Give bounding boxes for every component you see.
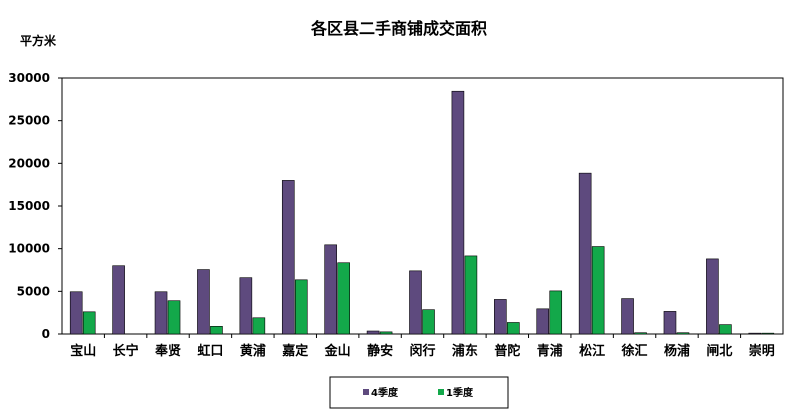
- bar-徐汇-1季度: [634, 332, 647, 335]
- bar-虹口-1季度: [210, 326, 223, 335]
- bar-闵行-4季度: [409, 270, 422, 335]
- bar-徐汇-4季度: [621, 298, 634, 335]
- bar-闸北-1季度: [719, 324, 732, 335]
- y-tick-label: 0: [42, 327, 50, 341]
- bar-金山-4季度: [324, 244, 337, 335]
- bar-宝山-4季度: [69, 291, 83, 335]
- y-tick-label: 5000: [17, 284, 50, 298]
- legend: 4季度 1季度: [363, 386, 474, 399]
- bar-黄浦-1季度: [252, 317, 266, 335]
- chart-title: 各区县二手商铺成交面积: [310, 19, 487, 38]
- x-tick-label: 徐汇: [621, 343, 648, 359]
- bar-崇明-4季度: [748, 332, 762, 335]
- bar-嘉定-4季度: [281, 180, 295, 335]
- bar-崇明-1季度: [761, 332, 775, 335]
- x-tick-label: 奉贤: [154, 343, 181, 359]
- x-tick-label: 闸北: [706, 343, 732, 359]
- bar-浦东-4季度: [451, 90, 465, 335]
- x-tick-label: 长宁: [113, 343, 139, 359]
- x-tick-label: 金山: [324, 343, 351, 359]
- bar-虹口-4季度: [197, 269, 210, 335]
- x-tick-label: 虹口: [197, 343, 223, 359]
- bar-嘉定-1季度: [294, 279, 308, 335]
- bar-静安-1季度: [379, 331, 393, 335]
- bar-奉贤-1季度: [167, 300, 181, 335]
- x-tick-label: 普陀: [494, 343, 520, 359]
- bar-闵行-1季度: [422, 309, 435, 335]
- bar-松江-1季度: [591, 246, 605, 335]
- bar-杨浦-4季度: [663, 311, 677, 335]
- bars-group: [69, 90, 775, 335]
- x-tick-label: 浦东: [452, 343, 478, 359]
- x-tick-label: 黄浦: [240, 343, 266, 359]
- bar-浦东-1季度: [464, 255, 478, 335]
- x-tick-label: 闵行: [409, 343, 435, 359]
- bar-青浦-1季度: [549, 290, 563, 335]
- bar-宝山-1季度: [82, 311, 96, 335]
- bar-普陀-1季度: [507, 322, 520, 335]
- x-tick-label: 静安: [367, 343, 393, 359]
- x-axis: 宝山 长宁 奉贤 虹口 黄浦 嘉定 金山 静安 闵行 浦东 普陀 青浦 松江 徐汇 杨浦 闸北 崇明: [70, 334, 775, 359]
- y-axis-unit-label: 平方米: [20, 33, 57, 48]
- x-tick-label: 宝山: [70, 343, 96, 359]
- bar-黄浦-4季度: [239, 277, 253, 335]
- y-tick-label: 15000: [8, 199, 50, 213]
- x-tick-label: 嘉定: [281, 343, 308, 359]
- legend-label-1季度: 1季度: [446, 386, 474, 399]
- bar-金山-1季度: [337, 262, 350, 335]
- legend-swatch-4季度: [363, 389, 369, 395]
- bar-闸北-4季度: [706, 258, 719, 335]
- y-tick-label: 20000: [8, 156, 50, 170]
- bar-青浦-4季度: [536, 308, 550, 335]
- bar-杨浦-1季度: [676, 332, 690, 335]
- legend-label-4季度: 4季度: [371, 386, 399, 399]
- bar-松江-4季度: [578, 172, 592, 335]
- x-tick-label: 松江: [579, 343, 605, 359]
- y-tick-label: 10000: [8, 242, 50, 256]
- y-tick-label: 25000: [8, 114, 50, 128]
- x-tick-label: 崇明: [749, 343, 775, 359]
- bar-普陀-4季度: [494, 299, 507, 335]
- bar-长宁-4季度: [112, 265, 125, 335]
- plot-area: [61, 77, 784, 335]
- y-axis: 0 5000 10000 15000 20000 25000 30000: [8, 71, 62, 341]
- x-tick-label: 青浦: [537, 343, 563, 359]
- legend-box: [329, 376, 509, 409]
- bar-奉贤-4季度: [154, 291, 168, 335]
- legend-swatch-1季度: [438, 389, 444, 395]
- y-tick-label: 30000: [8, 71, 50, 85]
- x-tick-label: 杨浦: [664, 343, 690, 359]
- bar-静安-4季度: [366, 330, 380, 335]
